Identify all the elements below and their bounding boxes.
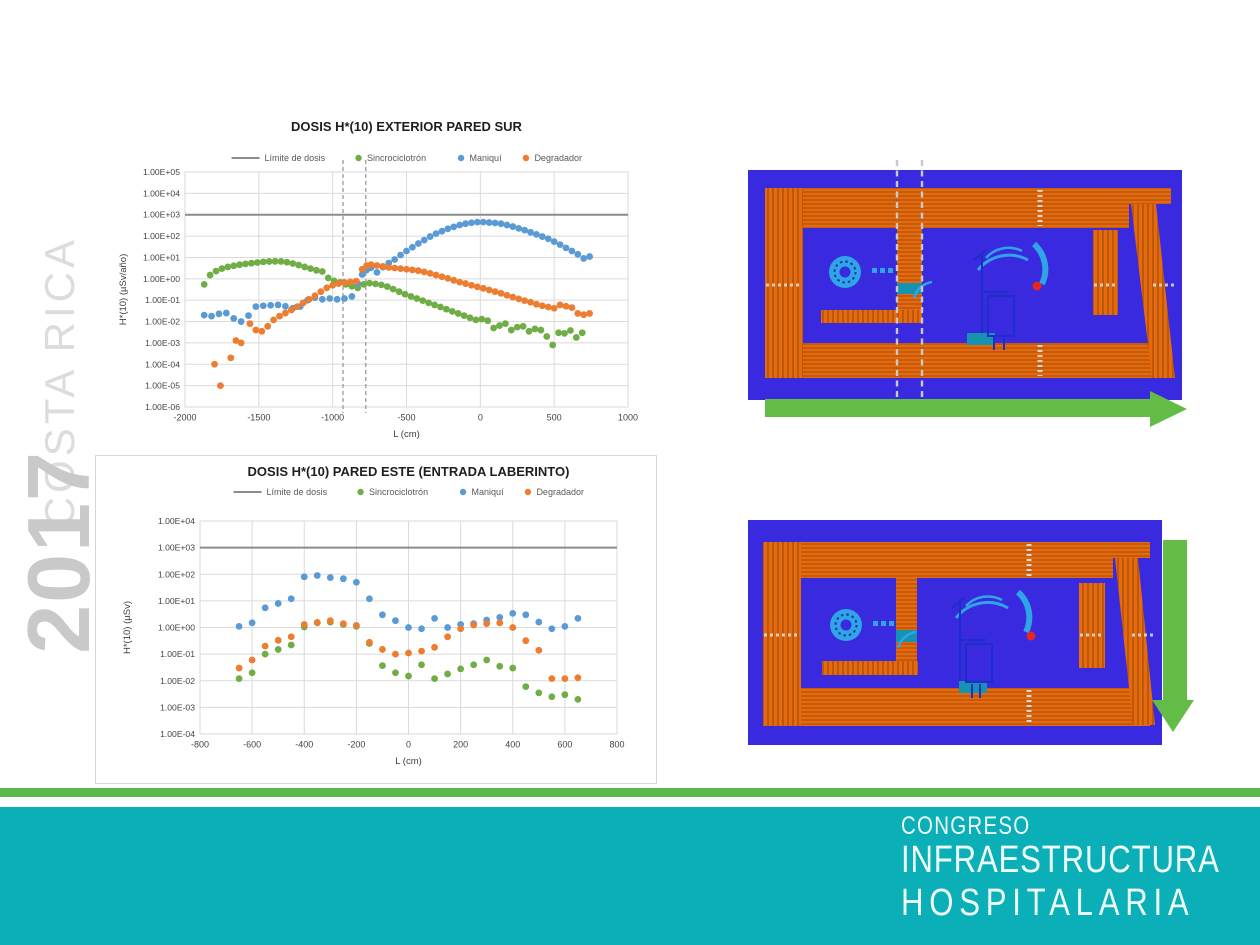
chart-dosis-pared-este: 1.00E+04 1.00E+03 1.00E+02 1.00E+01 1.00E+00… [122,464,625,767]
y-tick-label: 1.00E-05 [145,381,180,391]
shielding-walls [763,542,1155,726]
y-tick-label: 1.00E+04 [143,188,180,198]
x-tick-label: 0 [478,413,483,423]
y-tick-label: 1.00E+01 [158,596,195,606]
x-tick-label: 200 [453,740,468,750]
shielding-walls [765,188,1175,378]
y-tick-label: 1.00E-04 [160,729,195,739]
x-tick-label: -1000 [321,413,344,423]
simulation-plan-south-wall [748,160,1187,427]
x-tick-label: 800 [609,740,624,750]
legend-label: Sincrociclotrón [367,153,426,163]
x-tick-label: -600 [243,740,261,750]
y-tick-label: 1.00E-01 [160,649,195,659]
y-tick-label: 1.00E+03 [143,210,180,220]
x-tick-label: 0 [406,740,411,750]
chart-title: DOSIS H*(10) EXTERIOR PARED SUR [291,119,523,134]
legend: Límite de dosis Sincrociclotrón Maniquí Deg… [233,487,584,497]
beamline-dot [873,621,878,626]
x-tick-label: -400 [295,740,313,750]
y-axis-title: H*(10) (µSv) [122,601,133,654]
y-tick-label: 1.00E+04 [158,516,195,526]
x-tick-label: 1000 [618,413,638,423]
x-tick-label: -2000 [173,413,196,423]
legend-label: Límite de dosis [265,153,326,163]
simulation-plan-east-wall [748,520,1194,745]
x-tick-label: 500 [547,413,562,423]
x-tick-label: -800 [191,740,209,750]
beam-direction-arrow [765,391,1187,427]
chart-title: DOSIS H*(10) PARED ESTE (ENTRADA LABERIN… [248,464,570,479]
legend: Límite de dosis Sincrociclotrón Maniquí Deg… [231,153,582,163]
beamline-dot [888,268,893,273]
cyclotron-icon [829,256,861,288]
x-tick-label: 400 [505,740,520,750]
x-tick-label: 600 [557,740,572,750]
beamline-dot [872,268,877,273]
beam-element [897,283,922,294]
footer-green-bar [0,788,1260,797]
footer-hospitalaria: HOSPITALARIA [901,882,1195,924]
beamline-dot [881,621,886,626]
legend-label: Maniquí [472,487,505,497]
x-tick-label: -1500 [247,413,270,423]
legend-label: Maniquí [470,153,503,163]
chart-dosis-exterior-pared-sur: 1.00E+05 1.00E+04 1.00E+03 1.00E+02 1.00E+01… [118,119,638,440]
y-tick-label: 1.00E+05 [143,167,180,177]
beamline-dot [889,621,894,626]
y-tick-label: 1.00E-01 [145,295,180,305]
series-degradador [235,617,582,683]
cyclotron-icon [830,609,862,641]
y-tick-label: 1.00E-03 [145,338,180,348]
dose-point [1032,281,1042,291]
series-maniqui [235,572,582,633]
beamline-dot [880,268,885,273]
x-tick-label: -200 [347,740,365,750]
y-tick-label: 1.00E+00 [143,274,180,284]
y-axis-title: H*(10) (µSv/año) [118,254,129,325]
y-tick-label: 1.00E+02 [143,231,180,241]
x-tick-label: -500 [397,413,415,423]
y-tick-label: 1.00E-06 [145,402,180,412]
beam-element [967,333,995,345]
y-tick-label: 1.00E-02 [160,676,195,686]
legend-label: Límite de dosis [267,487,328,497]
treatment-equipment [951,597,993,698]
y-tick-label: 1.00E-03 [160,702,195,712]
beam-direction-arrow [1152,540,1194,732]
x-axis-title: L (cm) [395,756,422,767]
treatment-equipment [973,249,1015,350]
y-tick-label: 1.00E+02 [158,569,195,579]
series-sincrociclotron [200,257,586,349]
y-tick-label: 1.00E-02 [145,317,180,327]
y-tick-label: 1.00E+00 [158,623,195,633]
legend-label: Sincrociclotrón [369,487,428,497]
footer-congreso: CONGRESO [901,812,1031,840]
series-degradador [211,261,594,390]
legend-label: Degradador [536,487,584,497]
y-tick-label: 1.00E+01 [143,252,180,262]
footer-infraestructura: INFRAESTRUCTURA [901,839,1220,881]
y-tick-label: 1.00E-04 [145,359,180,369]
series-maniqui [200,218,594,325]
legend-label: Degradador [534,153,582,163]
footer-banner [0,807,1260,945]
x-axis-title: L (cm) [393,429,420,440]
dose-point [1026,631,1036,641]
y-tick-label: 1.00E+03 [158,543,195,553]
gantry-arcs [912,241,1049,299]
